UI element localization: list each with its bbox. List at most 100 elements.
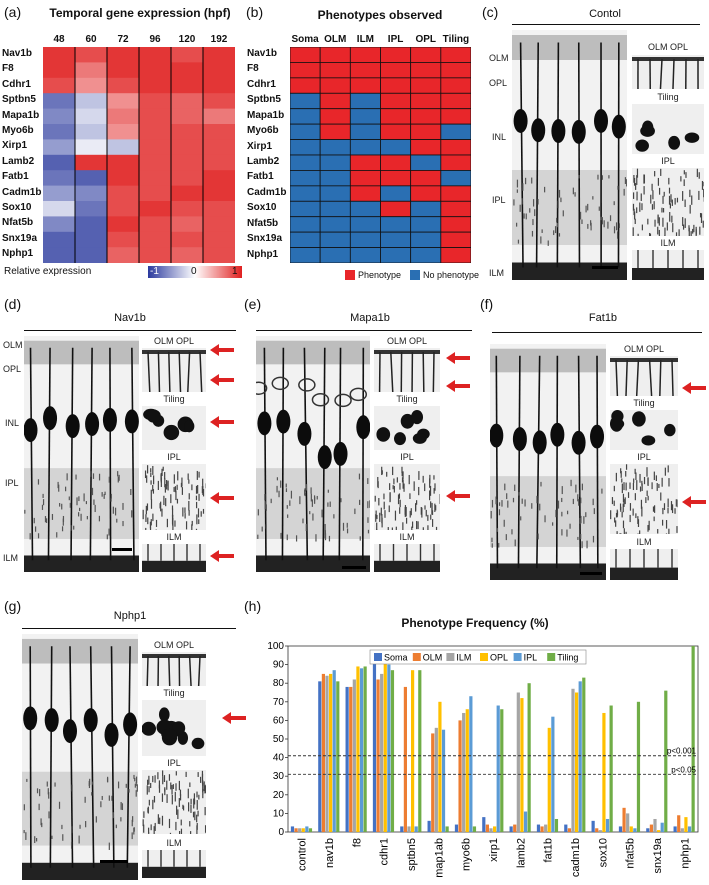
glia-soma xyxy=(43,406,58,431)
inset-ipl-speckle xyxy=(635,183,637,190)
ipl-speckle xyxy=(110,493,112,499)
inset-ipl-speckle xyxy=(401,477,404,483)
phenotype-cell xyxy=(440,123,471,140)
timepoint-label: 96 xyxy=(149,34,161,45)
gene-label: Nfat5b xyxy=(2,217,34,229)
heatmap-cell xyxy=(107,93,140,110)
inset-ipl-speckle xyxy=(668,478,670,487)
inset-ipl-speckle xyxy=(202,782,204,793)
inset-process xyxy=(390,351,394,392)
glia-ring xyxy=(271,376,290,391)
inset-ipl-speckle xyxy=(650,194,652,204)
ipl-speckle xyxy=(540,236,542,244)
inset-ipl-speckle xyxy=(434,503,436,512)
f-inset-ilm xyxy=(610,549,678,580)
legend-label: Tiling xyxy=(557,653,578,663)
inset-ipl-speckle xyxy=(184,507,186,513)
bar-olm-map1ab xyxy=(431,733,435,832)
inset-ipl-speckle xyxy=(402,479,404,489)
ipl-speckle xyxy=(295,535,298,542)
ipl-speckle xyxy=(498,542,500,548)
inset-ipl-speckle xyxy=(633,174,635,183)
inset-ipl-speckle xyxy=(166,518,168,528)
ipl-speckle xyxy=(133,774,135,779)
ipl-speckle xyxy=(578,499,580,506)
muller-glia-process xyxy=(89,347,93,561)
inset-ipl-speckle xyxy=(161,815,164,826)
muller-glia-process xyxy=(109,347,112,561)
ipl-speckle xyxy=(135,776,138,784)
inset-olm-band xyxy=(142,350,206,354)
bar-soma-control xyxy=(290,826,295,832)
inset-ipl-speckle xyxy=(191,520,193,526)
phenotype-cell xyxy=(290,170,321,187)
ipl-speckle xyxy=(324,530,327,534)
inset-ipl-speckle xyxy=(660,168,662,176)
ipl-speckle xyxy=(128,789,130,793)
ipl-speckle xyxy=(506,493,508,500)
inset-ipl-speckle xyxy=(376,514,378,520)
nphp1-retina-image xyxy=(22,634,138,880)
inset-ipl-speckle xyxy=(411,526,413,530)
legend-swatch xyxy=(412,653,421,661)
e-arrow-ipl xyxy=(446,490,470,502)
glia-soma xyxy=(571,430,586,455)
d-scale-bar xyxy=(112,548,132,551)
inset-ipl-speckle xyxy=(645,497,647,504)
inset-ipl-speckle xyxy=(411,521,414,528)
heatmap-cell xyxy=(75,124,108,140)
ipl-speckle xyxy=(104,491,106,496)
d-inset-ilm xyxy=(142,544,206,572)
glia-soma xyxy=(490,423,504,448)
ipl-speckle xyxy=(122,520,124,527)
inset-ipl-speckle xyxy=(150,782,152,788)
phenotype-cell xyxy=(440,108,471,125)
legend-swatch xyxy=(480,653,488,661)
inset-ipl-speckle xyxy=(145,505,147,515)
ipl-speckle xyxy=(560,197,562,203)
inset-olm-band xyxy=(374,350,440,354)
ipl-speckle xyxy=(58,801,61,809)
inset-ipl-speckle xyxy=(635,472,637,481)
ipl-speckle xyxy=(333,514,335,519)
heatmap-cell xyxy=(203,185,235,202)
d-inset-tiling xyxy=(142,406,206,450)
inset-olm-band xyxy=(142,654,206,658)
inset-process xyxy=(168,351,171,392)
inset-ipl-speckle xyxy=(189,821,191,827)
inset-ipl-speckle xyxy=(188,802,190,812)
phenotype-cell xyxy=(349,154,381,171)
inset-ipl-speckle xyxy=(164,478,166,488)
ipl-speckle xyxy=(593,508,595,515)
inset-ipl-speckle xyxy=(615,512,618,518)
inset-ipl-speckle xyxy=(675,499,677,507)
phenotype-cell xyxy=(440,154,471,171)
ipl-speckle xyxy=(24,509,26,514)
inset-ipl-speckle xyxy=(392,466,394,476)
ipl-speckle xyxy=(324,523,326,532)
inset-ipl-speckle xyxy=(658,187,661,195)
inset-ipl-speckle xyxy=(660,492,662,501)
phenotype-cell xyxy=(290,185,321,202)
phenotype-cell xyxy=(440,231,471,248)
phenotype-cell xyxy=(380,47,412,63)
bar-ilm-snx19a xyxy=(653,818,657,832)
ipl-speckle xyxy=(101,795,103,800)
y-tick-label: 10 xyxy=(273,808,285,819)
ipl-speckle xyxy=(617,185,619,190)
panel-e-label: (e) xyxy=(244,296,262,312)
y-tick-label: 100 xyxy=(267,641,284,652)
ipl-speckle xyxy=(536,495,538,504)
retina-ilm-band xyxy=(22,862,138,880)
inset-ipl-speckle xyxy=(159,817,161,825)
ipl-speckle xyxy=(615,222,618,231)
inset-process xyxy=(615,359,619,396)
inset-ipl-speckle xyxy=(152,465,154,475)
phenotype-cell xyxy=(349,231,381,248)
ipl-speckle xyxy=(92,473,95,479)
inset-ipl-speckle xyxy=(182,805,185,811)
heatmap-cell xyxy=(75,108,108,125)
bar-ilm-fat1b xyxy=(544,824,548,832)
inset-ipl-speckle xyxy=(683,179,685,187)
inset-soma xyxy=(163,424,180,441)
